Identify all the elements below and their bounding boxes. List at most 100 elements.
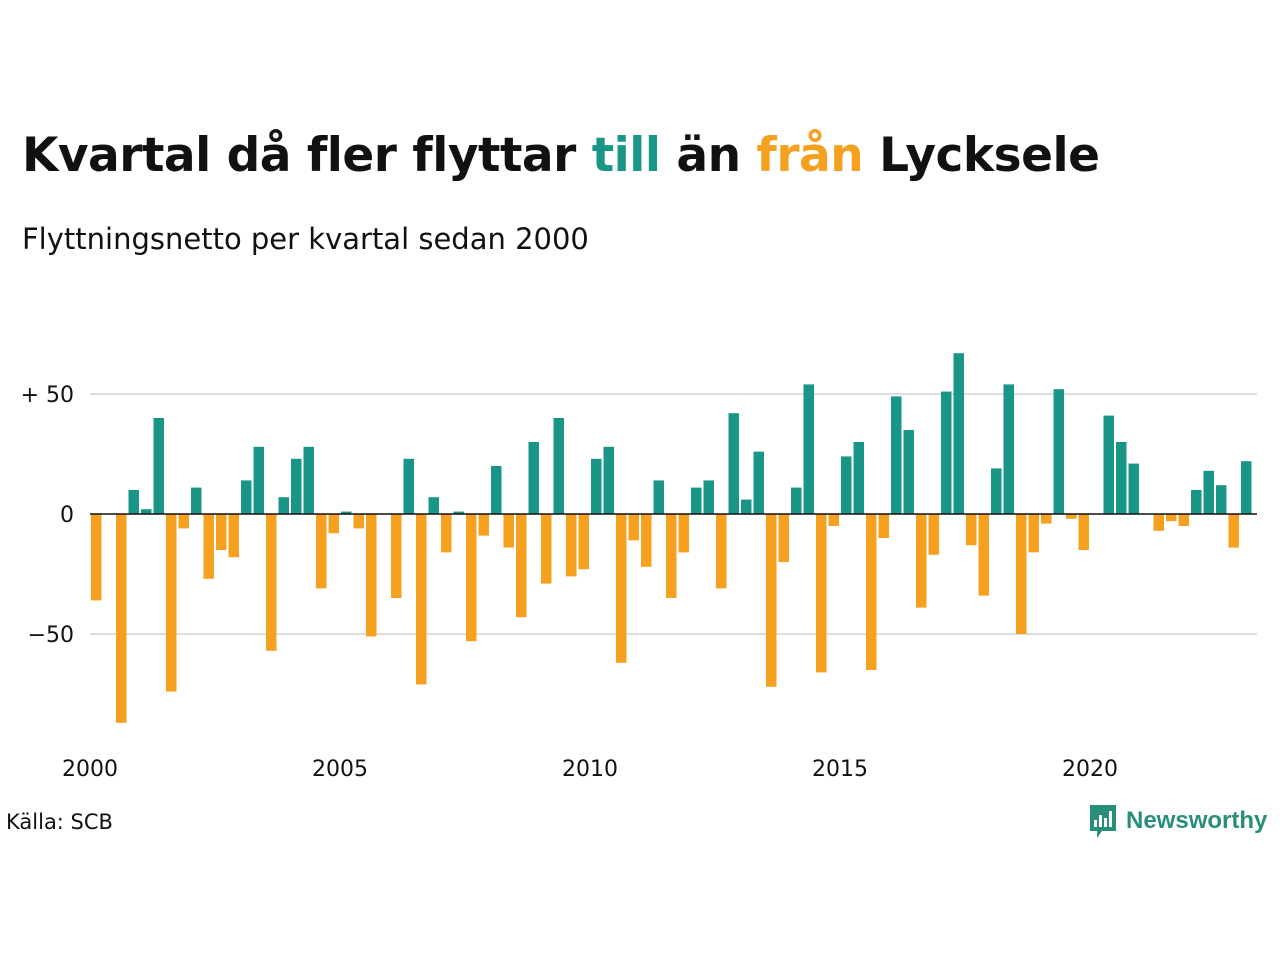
x-tick-label: 2020 [1062,757,1118,782]
bar [178,514,189,529]
bar [1153,514,1164,531]
bar [203,514,214,579]
x-tick-label: 2015 [812,757,868,782]
bar [353,514,364,529]
bar [591,458,602,514]
x-tick-label: 2010 [562,757,618,782]
title-part-3: Lycksele [863,128,1100,183]
logo-text: Newsworthy [1126,807,1268,834]
bar [766,514,777,687]
bar [278,497,289,514]
bar [1016,514,1027,634]
bar [816,514,827,673]
title-keyword-fran: från [756,128,864,183]
bar [978,514,989,596]
bar [541,514,552,584]
bar [628,514,639,541]
bar [303,446,314,514]
y-tick-label: 0 [60,503,74,528]
bar [191,487,202,514]
bar [116,514,127,723]
bar [166,514,177,692]
bar [1203,470,1214,514]
bar [991,468,1002,514]
bar [753,451,764,514]
bar [1228,514,1239,548]
bar [328,514,339,534]
bar [853,442,864,514]
bar [391,514,402,598]
bar [1191,490,1202,514]
bar [503,514,514,548]
bar [453,511,464,514]
bar [828,514,839,526]
bar [153,418,164,514]
bar [1116,442,1127,514]
bar [841,456,852,514]
bar [966,514,977,546]
bar [341,511,352,514]
bar [741,499,752,514]
bar [466,514,477,642]
bar [253,446,264,514]
chart-subtitle: Flyttningsnetto per kvartal sedan 2000 [22,222,589,256]
bar [516,514,527,618]
bar [266,514,277,651]
x-tick-label: 2005 [312,757,368,782]
bar [1028,514,1039,553]
bar-chart: + 50 0 −50 2000 2005 2010 2015 2020 [21,353,1257,782]
bar [616,514,627,663]
bar [703,480,714,514]
bar [128,490,139,514]
bar [528,442,539,514]
y-tick-label: −50 [28,623,74,648]
bar [903,430,914,514]
title-keyword-till: till [591,128,661,183]
title-part-1: Kvartal då fler flyttar [22,128,592,183]
bar [316,514,327,589]
bar [603,446,614,514]
bar [578,514,589,570]
bar [678,514,689,553]
source-label: Källa: SCB [6,810,113,834]
bar [941,391,952,514]
bar [1166,514,1177,522]
title-part-2: än [660,128,757,183]
bar [778,514,789,562]
bar [216,514,227,550]
bar [1241,461,1252,514]
bar [728,413,739,514]
bar [141,509,152,514]
bar [1053,389,1064,514]
bar [428,497,439,514]
bar [1041,514,1052,524]
bar [91,514,102,601]
bar [403,458,414,514]
bar [553,418,564,514]
bar [1078,514,1089,550]
bar [1003,384,1014,514]
bar [241,480,252,514]
bar [891,396,902,514]
bar [878,514,889,538]
bar [228,514,239,558]
bar [791,487,802,514]
bar [478,514,489,536]
bar [491,466,502,514]
bar [1178,514,1189,526]
bar [416,514,427,685]
bar [1128,463,1139,514]
bar [641,514,652,567]
bar [928,514,939,555]
bar [1066,514,1077,519]
bar [653,480,664,514]
newsworthy-bar-chart-icon [1090,805,1116,838]
bar [691,487,702,514]
x-tick-label: 2000 [62,757,118,782]
newsworthy-logo[interactable]: Newsworthy [1088,803,1267,839]
bars [91,353,1252,723]
y-tick-label: + 50 [21,383,74,408]
chart-title: Kvartal då fler flyttar till än från Lyc… [22,128,1100,183]
bar [716,514,727,589]
bar [953,353,964,514]
